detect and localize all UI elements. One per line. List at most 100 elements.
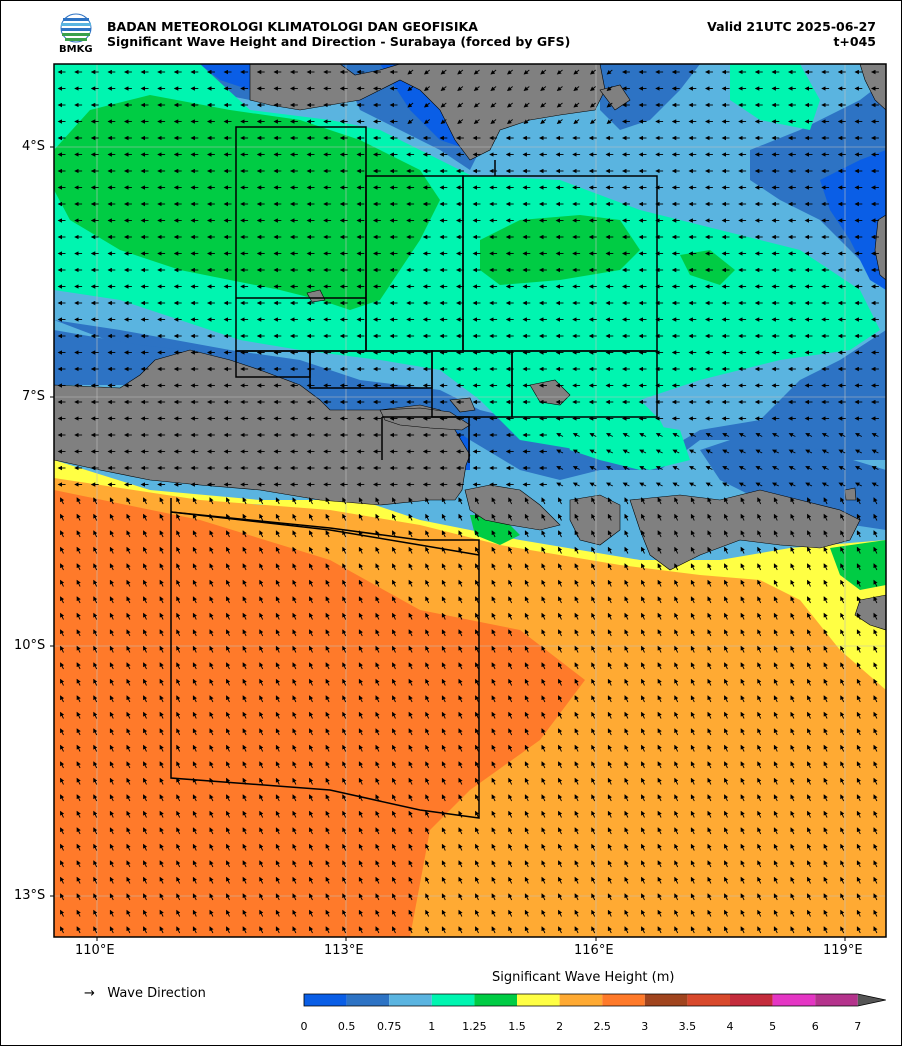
wave-arrow	[524, 497, 529, 505]
wave-arrow	[871, 449, 879, 454]
wave-arrow	[840, 546, 845, 554]
wave-arrow	[375, 546, 380, 554]
wave-arrow	[109, 546, 114, 554]
wave-arrow	[591, 563, 596, 571]
wave-arrow	[740, 579, 745, 587]
wave-arrow	[838, 433, 846, 438]
wave-arrow	[408, 530, 413, 538]
colorbar-segment	[687, 994, 730, 1006]
wave-arrow	[508, 530, 513, 538]
wave-arrow	[556, 102, 563, 108]
wave-arrow	[622, 466, 630, 471]
wave-arrow	[854, 466, 863, 471]
wave-arrow	[807, 513, 812, 521]
wave-arrow	[805, 433, 813, 438]
wave-arrow	[724, 563, 729, 571]
wave-arrow	[490, 119, 497, 125]
wave-arrow	[572, 482, 580, 487]
wave-arrow	[259, 579, 264, 587]
wave-arrow	[76, 563, 81, 571]
wave-arrow	[491, 546, 496, 554]
wave-arrow	[93, 513, 98, 521]
wave-arrow	[441, 513, 446, 521]
wave-arrow	[624, 497, 629, 505]
wave-arrow	[773, 579, 778, 587]
wave-arrow	[591, 546, 596, 554]
wave-arrow	[523, 102, 530, 108]
wave-arrow	[558, 563, 563, 571]
wave-arrow	[871, 482, 879, 487]
wave-arrow	[574, 530, 579, 538]
wave-arrow	[589, 102, 596, 108]
wave-arrow	[690, 513, 695, 521]
wave-arrow	[707, 546, 712, 554]
wave-arrow	[558, 579, 563, 587]
wave-arrow	[275, 513, 280, 521]
wave-arrow	[292, 513, 297, 521]
wave-arrow	[807, 546, 812, 554]
wave-arrow	[606, 86, 613, 92]
wave-arrow	[607, 497, 612, 505]
wave-arrow	[109, 530, 114, 538]
wave-arrow	[60, 563, 65, 571]
wave-arrow	[540, 102, 547, 108]
wave-arrow	[242, 596, 247, 604]
wave-arrow	[607, 530, 612, 538]
colorbar-segment	[815, 994, 858, 1006]
wave-zone-0.5to0.75	[54, 320, 886, 480]
wave-arrow	[292, 546, 297, 554]
wave-arrow	[76, 596, 81, 604]
wave-arrow	[639, 482, 647, 487]
wave-arrow	[508, 579, 513, 587]
wave-arrow	[672, 482, 680, 487]
wave-arrow	[93, 563, 98, 571]
wave-arrow	[738, 466, 746, 471]
wave-arrow	[657, 546, 662, 554]
wave-arrow	[76, 530, 81, 538]
wave-arrow	[358, 513, 363, 521]
wave-arrow	[655, 433, 663, 438]
wave-arrow	[541, 497, 546, 505]
wave-arrow	[375, 579, 380, 587]
wave-arrow	[558, 530, 563, 538]
wave-arrow	[275, 546, 280, 554]
colorbar-tick-label: 3	[641, 1020, 649, 1033]
wave-arrow	[558, 546, 563, 554]
wave-arrow	[688, 466, 697, 471]
wave-arrow	[757, 497, 762, 505]
wave-arrow	[624, 596, 629, 604]
wave-arrow	[688, 449, 697, 454]
wave-arrow	[607, 563, 612, 571]
wave-arrow	[707, 563, 712, 571]
colorbar-segment	[346, 994, 390, 1006]
wave-arrow	[524, 579, 529, 587]
wave-arrow	[655, 466, 663, 471]
wave-arrow	[856, 497, 861, 505]
wave-arrow	[589, 482, 597, 487]
wave-arrow	[457, 102, 464, 108]
wave-arrow	[60, 513, 65, 521]
wave-arrow	[440, 102, 447, 108]
wave-arrow	[475, 563, 480, 571]
wave-arrow	[93, 497, 98, 505]
wave-arrow	[606, 119, 613, 125]
wave-arrow	[856, 546, 861, 554]
wave-arrow	[325, 563, 330, 571]
wave-arrow	[688, 482, 697, 487]
wave-arrow	[275, 579, 280, 587]
wave-arrow	[490, 102, 497, 108]
wave-arrow	[606, 69, 613, 75]
wave-arrow	[558, 596, 563, 604]
wave-arrow	[674, 579, 679, 587]
wave-arrow	[143, 579, 148, 587]
wave-arrow	[591, 513, 596, 521]
wave-arrow	[840, 497, 845, 505]
wave-arrow	[457, 86, 464, 92]
wave-arrow	[622, 482, 630, 487]
lon-label-113e: 113°E	[324, 943, 364, 958]
colorbar-title: Significant Wave Height (m)	[492, 970, 675, 985]
wave-arrow	[641, 546, 646, 554]
wave-arrow	[607, 546, 612, 554]
wave-arrow	[76, 497, 81, 505]
wave-arrow	[622, 449, 630, 454]
